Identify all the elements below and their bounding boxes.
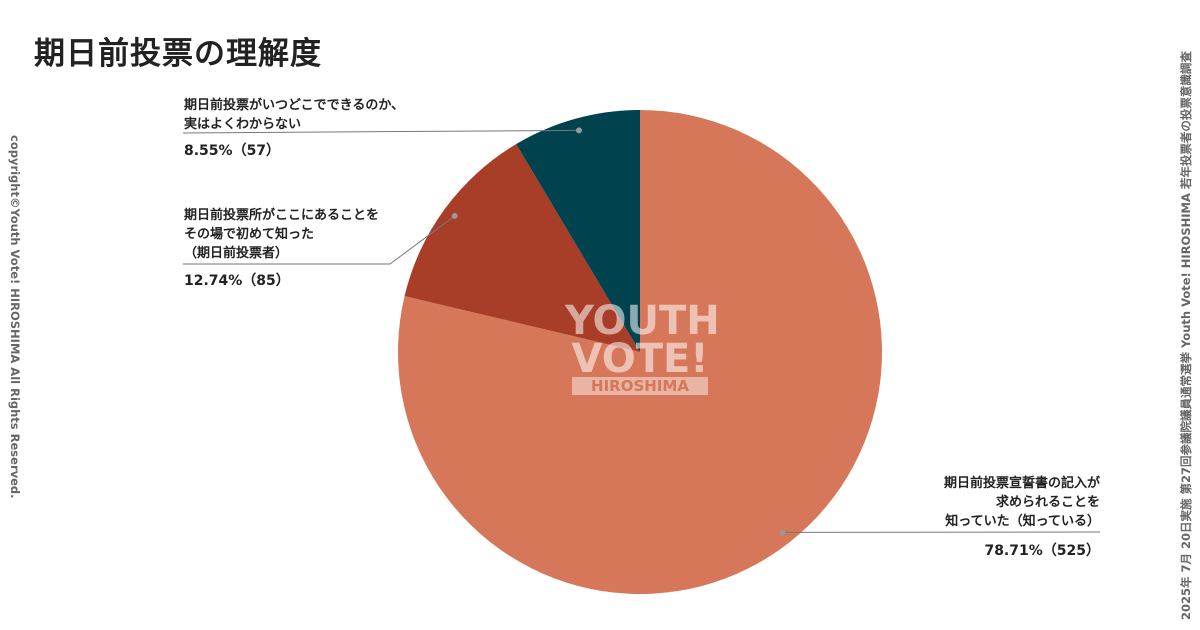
source: 2025年 7月 20日実施 第27回参議院議員通常選挙 Youth Vote!… bbox=[1179, 51, 1193, 620]
value-label: 78.71%（525） bbox=[984, 543, 1100, 559]
chart-title: 期日前投票の理解度 bbox=[34, 36, 322, 72]
slice-label: 期日前投票宣誓書の記入が 求められることを 知っていた（知っている） bbox=[943, 476, 1100, 529]
pie-slice bbox=[404, 144, 640, 352]
leader-line bbox=[183, 215, 455, 265]
pie-slice bbox=[397, 110, 882, 594]
value-label: 12.74%（85） bbox=[184, 273, 290, 289]
slice-label: 期日前投票がいつどこでできるのか、 実はよくわからない bbox=[184, 98, 405, 132]
copyright: copyright©Youth Vote! HIROSHIMA All Righ… bbox=[8, 135, 22, 499]
watermark: HIROSHIMA bbox=[572, 377, 708, 395]
value-label: 8.55%（57） bbox=[184, 143, 281, 159]
leader-dot bbox=[779, 529, 786, 536]
leader-dot bbox=[575, 127, 582, 134]
watermark: VOTE! bbox=[571, 336, 709, 382]
watermark: YOUTH bbox=[565, 298, 720, 344]
leader-dot bbox=[451, 212, 458, 219]
slice-label: 期日前投票所がここにあることを その場で初めて知った （期日前投票者） bbox=[184, 208, 380, 261]
leader-line bbox=[182, 129, 579, 134]
pie-slice bbox=[516, 110, 640, 352]
